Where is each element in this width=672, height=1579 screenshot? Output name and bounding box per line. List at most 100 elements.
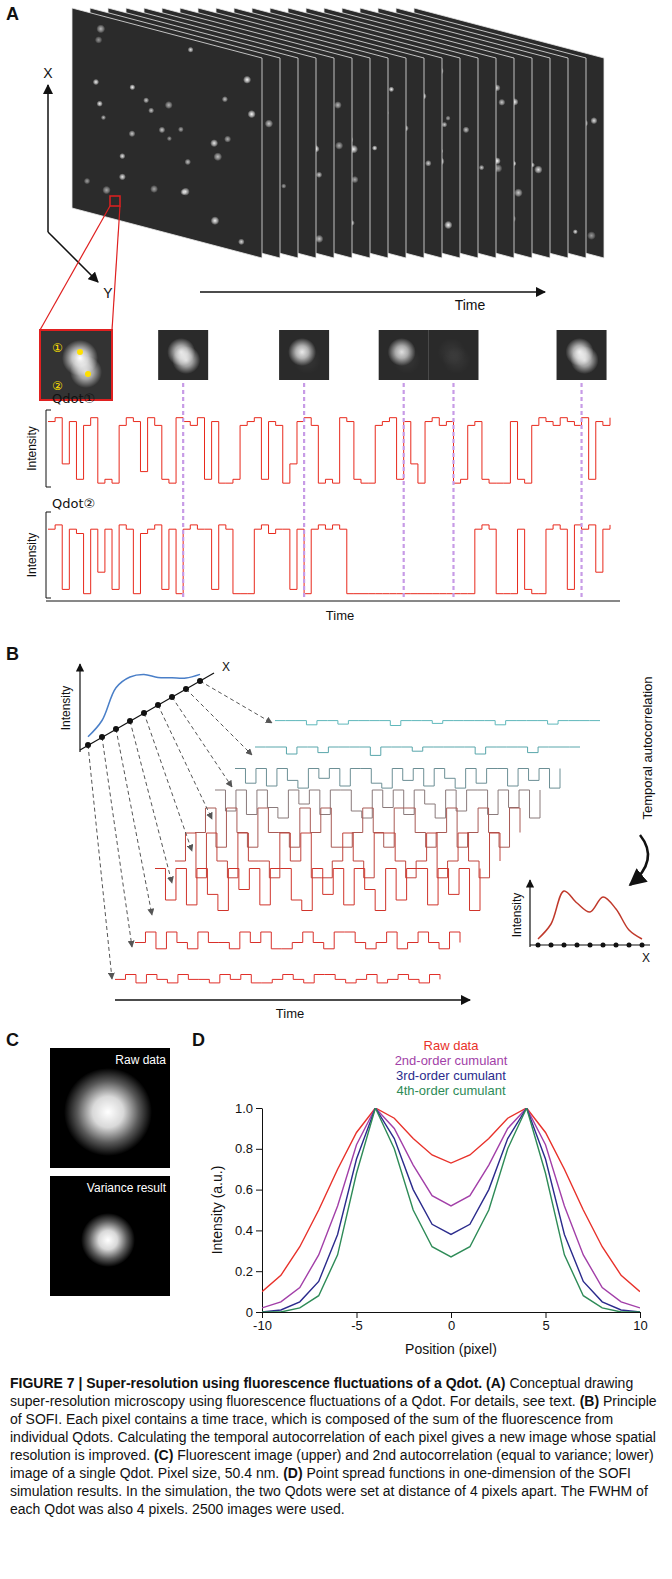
frame-spot (129, 130, 136, 137)
snapshot-blob (393, 346, 421, 374)
micro-blob (81, 1213, 135, 1267)
caption-part-label: (D) (283, 1465, 302, 1481)
frame-spot (224, 136, 231, 143)
tick-mark (256, 1271, 262, 1272)
frame-spot (573, 229, 578, 234)
frame-spot (93, 79, 99, 85)
result-dot (588, 943, 593, 948)
result-dot (536, 943, 541, 948)
axis-arrow (200, 291, 545, 293)
frame-spot (165, 101, 173, 109)
series-line (262, 1108, 640, 1292)
tick-label: 0 (246, 1305, 253, 1320)
frame-spot (129, 84, 135, 90)
tick-label: -10 (253, 1318, 272, 1333)
frame-spot (143, 97, 149, 103)
frame-spot (590, 117, 597, 124)
axis-label: Intensity (59, 686, 73, 731)
space (173, 1447, 177, 1463)
frame-spot (119, 173, 126, 180)
snapshot-line (403, 383, 405, 600)
frame-spot (95, 36, 102, 43)
frame-spot (498, 99, 505, 106)
frame-spot (102, 186, 110, 194)
inset-image (40, 330, 112, 400)
tick: 0.2 (235, 1264, 262, 1279)
trace-name: Qdot① (52, 391, 95, 406)
caption-part-label: (B) (580, 1393, 599, 1409)
frame-spot (222, 96, 228, 102)
tick-label: 5 (542, 1318, 549, 1333)
frame-spot (587, 231, 596, 240)
pixel-dot (155, 702, 161, 708)
qdot-trace (48, 525, 610, 594)
tick-mark (256, 1149, 262, 1150)
pixel-dot (197, 678, 203, 684)
frame-spot (84, 178, 90, 184)
pixel-trace (235, 769, 560, 789)
caption-part-label: (A) (486, 1375, 505, 1391)
space (482, 1375, 486, 1391)
snapshot-line (303, 383, 305, 600)
caption-label: FIGURE 7 | (10, 1375, 82, 1391)
legend-entry: Raw data (424, 1038, 480, 1053)
frame-spot (97, 101, 103, 107)
inset-dot (77, 349, 83, 355)
panel-d: D-10-5051000.20.40.60.81.0Position (pixe… (192, 1030, 648, 1357)
frame-sheet (72, 8, 262, 258)
legend-entry: 2nd-order cumulant (395, 1053, 508, 1068)
tick-label: -5 (351, 1318, 363, 1333)
arrow-label: Temporal autocorrelation (640, 676, 655, 819)
trace-axis-tick (46, 410, 51, 411)
tick: 0 (246, 1305, 262, 1320)
axis-title: Intensity (a.u.) (209, 1166, 225, 1255)
legend-entry: 4th-order cumulant (396, 1083, 505, 1098)
pixel-arrow (130, 721, 172, 883)
frame-spot (188, 47, 194, 53)
qdot-trace-group (46, 512, 610, 598)
snapshot-image (428, 330, 478, 380)
caption-part-label: (C) (154, 1447, 173, 1463)
frame-spot (213, 152, 222, 161)
pixel-dot (141, 710, 147, 716)
pixel-trace (135, 932, 460, 949)
figure: AXYTime①②Qdot①IntensityQdot②IntensityTim… (0, 0, 672, 1370)
snapshot-image (557, 330, 607, 380)
x-axis: -10-50510 (253, 1312, 648, 1333)
time-arrow (115, 999, 470, 1001)
snapshot-blob (293, 346, 321, 374)
frame-spot (335, 142, 343, 150)
axis-label: X (222, 660, 230, 674)
frame-spot (181, 187, 189, 195)
axis-title: Position (pixel) (405, 1341, 497, 1357)
image-frame (72, 8, 262, 258)
tick: 0.6 (235, 1182, 262, 1197)
trace-name: Qdot② (52, 496, 95, 511)
result-dot (575, 943, 580, 948)
tick-label: 0.6 (235, 1182, 253, 1197)
snapshot-line (580, 383, 582, 600)
tick: -5 (351, 1312, 363, 1333)
frame-spot (372, 145, 377, 150)
pixel-arrow (158, 705, 212, 819)
panel-label: B (6, 644, 19, 664)
pixel-dot (127, 718, 133, 724)
axis-label: X (43, 65, 53, 81)
frame-spot (281, 183, 286, 188)
plot-lines (262, 1108, 640, 1312)
frame-spot (96, 24, 105, 33)
pixel-trace (175, 833, 500, 878)
frame-spot (238, 239, 245, 246)
pixel-dot (183, 686, 189, 692)
frame-spot (334, 101, 342, 109)
frame-spot (463, 126, 470, 133)
space (150, 1447, 154, 1463)
snapshot-blob (172, 346, 200, 374)
tick-label: 0.4 (235, 1223, 253, 1238)
micro-image (50, 1176, 170, 1296)
result-profile (538, 891, 642, 939)
tick-label: 10 (633, 1318, 647, 1333)
frame-spot (514, 188, 523, 197)
tick: 0.8 (235, 1141, 262, 1156)
space (303, 1465, 307, 1481)
